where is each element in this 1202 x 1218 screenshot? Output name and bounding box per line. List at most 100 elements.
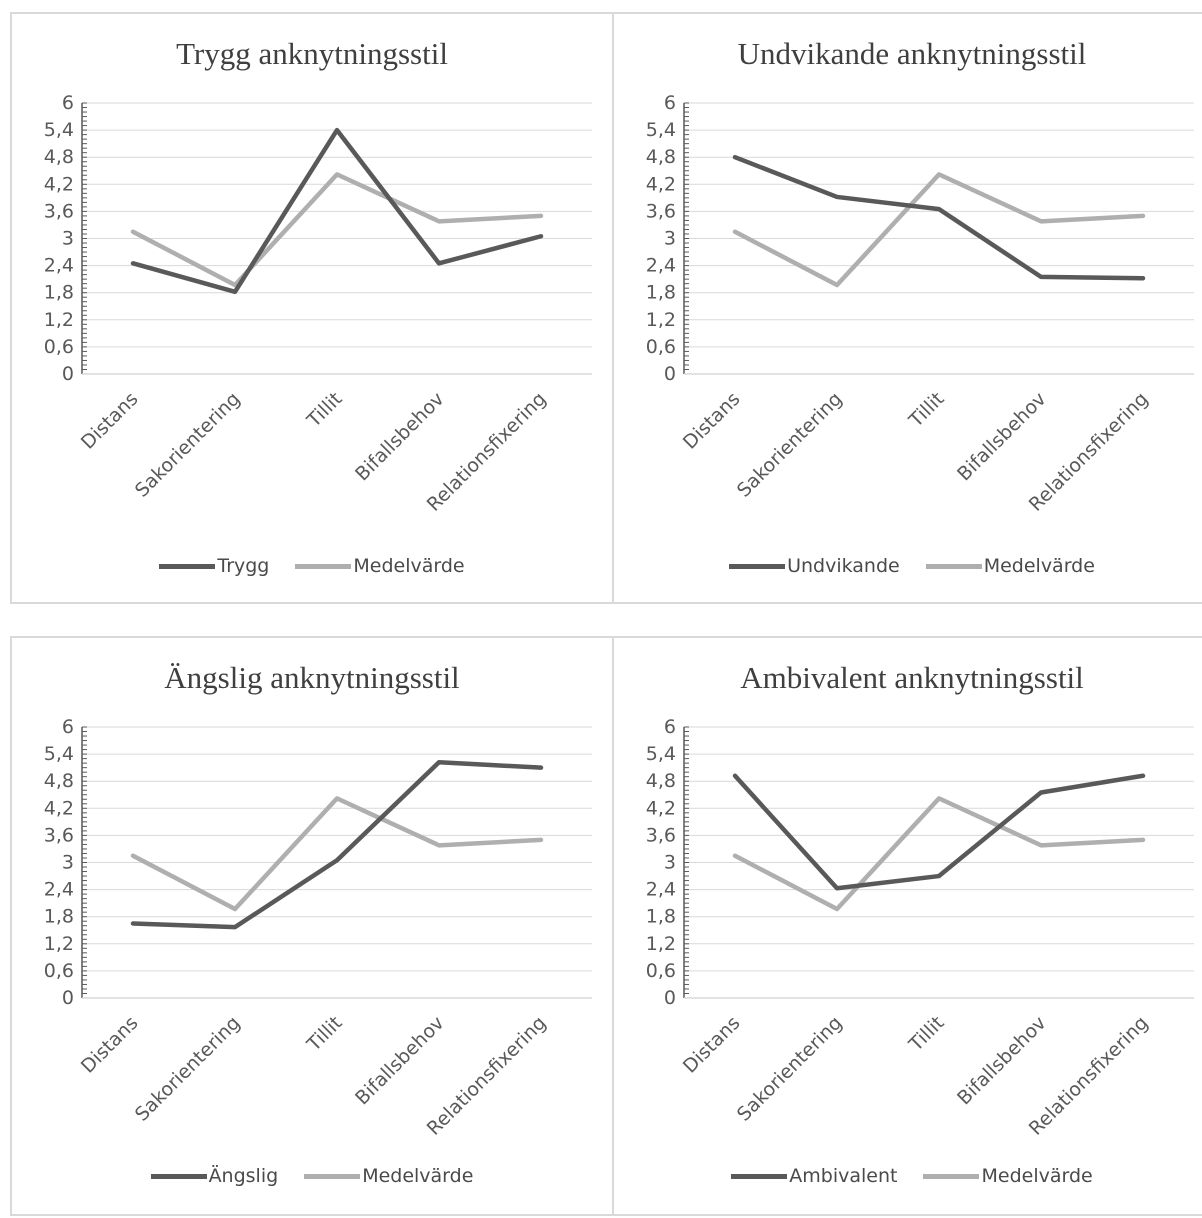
legend-label-average: Medelvärde	[983, 555, 1095, 577]
y-tick-label: 0,6	[44, 336, 74, 358]
y-tick-label: 0	[664, 363, 676, 385]
legend-item-average: Medelvärde	[923, 1165, 1093, 1187]
legend-label-average: Medelvärde	[362, 1165, 474, 1187]
legend-swatch-average	[295, 563, 352, 569]
y-tick-label: 0,6	[646, 960, 676, 982]
y-tick-label: 4,8	[44, 146, 74, 168]
x-tick-label: Tillit	[302, 1012, 346, 1056]
legend-item-primary: Undvikande	[729, 555, 900, 577]
x-tick-label: Tillit	[904, 1012, 948, 1056]
legend-item-average: Medelvärde	[295, 555, 465, 577]
chart-panel-trygg: Trygg anknytningsstil 0 0,6 1,2 1,8 2,4 3 3,6 4…	[10, 12, 614, 604]
y-tick-label: 4,8	[44, 770, 74, 792]
legend-swatch-average	[925, 563, 982, 569]
legend-swatch-primary	[729, 563, 786, 569]
chart-panel-undvikande: Undvikande anknytningsstil 0 0,6 1,2 1,8 2,4…	[612, 12, 1202, 604]
x-tick-label: Distans	[77, 1012, 143, 1078]
chart-legend: Trygg Medelvärde	[12, 555, 612, 577]
y-tick-label: 1,8	[44, 906, 74, 928]
legend-item-primary: Trygg	[159, 555, 269, 577]
legend-item-primary: Ängslig	[150, 1165, 279, 1187]
y-tick-label: 4,2	[44, 797, 74, 819]
chart-legend: Undvikande Medelvärde	[614, 555, 1202, 577]
x-tick-label: Distans	[679, 388, 745, 454]
y-tick-label: 4,2	[44, 173, 74, 195]
legend-item-primary: Ambivalent	[731, 1165, 897, 1187]
chart-panel-angslig: Ängslig anknytningsstil 0 0,6 1,2 1,8 2,4 3 3,…	[10, 636, 614, 1216]
y-tick-label: 5,4	[646, 119, 676, 141]
x-tick-label: Distans	[679, 1012, 745, 1078]
chart-title: Ängslig anknytningsstil	[164, 660, 460, 695]
x-tick-label: Sakorientering	[733, 388, 847, 502]
y-tick-label: 0	[664, 987, 676, 1009]
y-tick-label: 0,6	[646, 336, 676, 358]
x-tick-label: Sakorientering	[131, 388, 245, 502]
chart-title: Ambivalent anknytningsstil	[740, 660, 1084, 695]
chart-panel-ambivalent: Ambivalent anknytningsstil 0 0,6 1,2 1,8 2,4…	[612, 636, 1202, 1216]
y-tick-label: 6	[62, 92, 74, 114]
x-tick-label: Distans	[77, 388, 143, 454]
series-line-primary	[732, 154, 1146, 281]
y-tick-label: 4,2	[646, 173, 676, 195]
legend-swatch-average	[304, 1173, 361, 1179]
y-tick-label: 1,2	[44, 933, 74, 955]
chart-legend: Ängslig Medelvärde	[12, 1165, 612, 1187]
x-tick-label: Bifallsbehov	[351, 388, 448, 485]
y-tick-label: 2,4	[44, 879, 74, 901]
y-tick-label: 3	[62, 852, 74, 874]
y-tick-label: 0	[62, 987, 74, 1009]
x-tick-label: Tillit	[904, 388, 948, 432]
y-tick-label: 3,6	[646, 200, 676, 222]
y-tick-label: 0,6	[44, 960, 74, 982]
x-tick-label: Sakorientering	[733, 1012, 847, 1126]
series-line-average	[732, 172, 1146, 288]
series-line-average	[130, 796, 544, 912]
legend-swatch-average	[923, 1173, 980, 1179]
chart-plot: 0 0,6 1,2 1,8 2,4 3 3,6 4,2 4,8 5,4 6 DistansSakori…	[44, 92, 592, 516]
y-tick-label: 1,2	[44, 309, 74, 331]
y-tick-label: 3	[664, 852, 676, 874]
legend-label-primary: Trygg	[217, 555, 270, 577]
y-tick-label: 3	[62, 228, 74, 250]
y-tick-label: 1,8	[646, 906, 676, 928]
legend-label-average: Medelvärde	[353, 555, 465, 577]
legend-label-primary: Ängslig	[208, 1165, 279, 1187]
chart-title: Trygg anknytningsstil	[176, 36, 448, 71]
series-line-average	[130, 172, 544, 288]
y-tick-label: 3	[664, 228, 676, 250]
y-tick-label: 5,4	[646, 743, 676, 765]
x-tick-label: Tillit	[302, 388, 346, 432]
y-tick-label: 1,2	[646, 933, 676, 955]
y-tick-label: 2,4	[646, 255, 676, 277]
chart-legend: Ambivalent Medelvärde	[614, 1165, 1202, 1187]
y-tick-label: 0	[62, 363, 74, 385]
series-line-primary	[732, 773, 1146, 891]
y-tick-label: 5,4	[44, 743, 74, 765]
legend-item-average: Medelvärde	[925, 555, 1095, 577]
chart-plot: 0 0,6 1,2 1,8 2,4 3 3,6 4,2 4,8 5,4 6 DistansSakori…	[44, 716, 592, 1140]
x-tick-label: Sakorientering	[131, 1012, 245, 1126]
y-tick-label: 5,4	[44, 119, 74, 141]
legend-label-primary: Undvikande	[787, 555, 900, 577]
y-tick-label: 4,8	[646, 146, 676, 168]
y-tick-label: 6	[664, 716, 676, 738]
legend-swatch-primary	[731, 1173, 788, 1179]
series-line-primary	[130, 127, 544, 295]
legend-label-average: Medelvärde	[981, 1165, 1093, 1187]
series-line-primary	[130, 759, 544, 930]
chart-plot: 0 0,6 1,2 1,8 2,4 3 3,6 4,2 4,8 5,4 6 DistansSakori…	[646, 92, 1194, 516]
legend-swatch-primary	[150, 1173, 207, 1179]
x-tick-label: Bifallsbehov	[953, 388, 1050, 485]
series-line-average	[732, 796, 1146, 912]
y-tick-label: 3,6	[44, 824, 74, 846]
y-tick-label: 1,8	[646, 282, 676, 304]
y-tick-label: 3,6	[44, 200, 74, 222]
y-tick-label: 2,4	[646, 879, 676, 901]
legend-swatch-primary	[159, 563, 216, 569]
x-tick-label: Bifallsbehov	[351, 1012, 448, 1109]
y-tick-label: 6	[664, 92, 676, 114]
y-tick-label: 1,2	[646, 309, 676, 331]
y-tick-label: 3,6	[646, 824, 676, 846]
y-tick-label: 1,8	[44, 282, 74, 304]
y-tick-label: 6	[62, 716, 74, 738]
